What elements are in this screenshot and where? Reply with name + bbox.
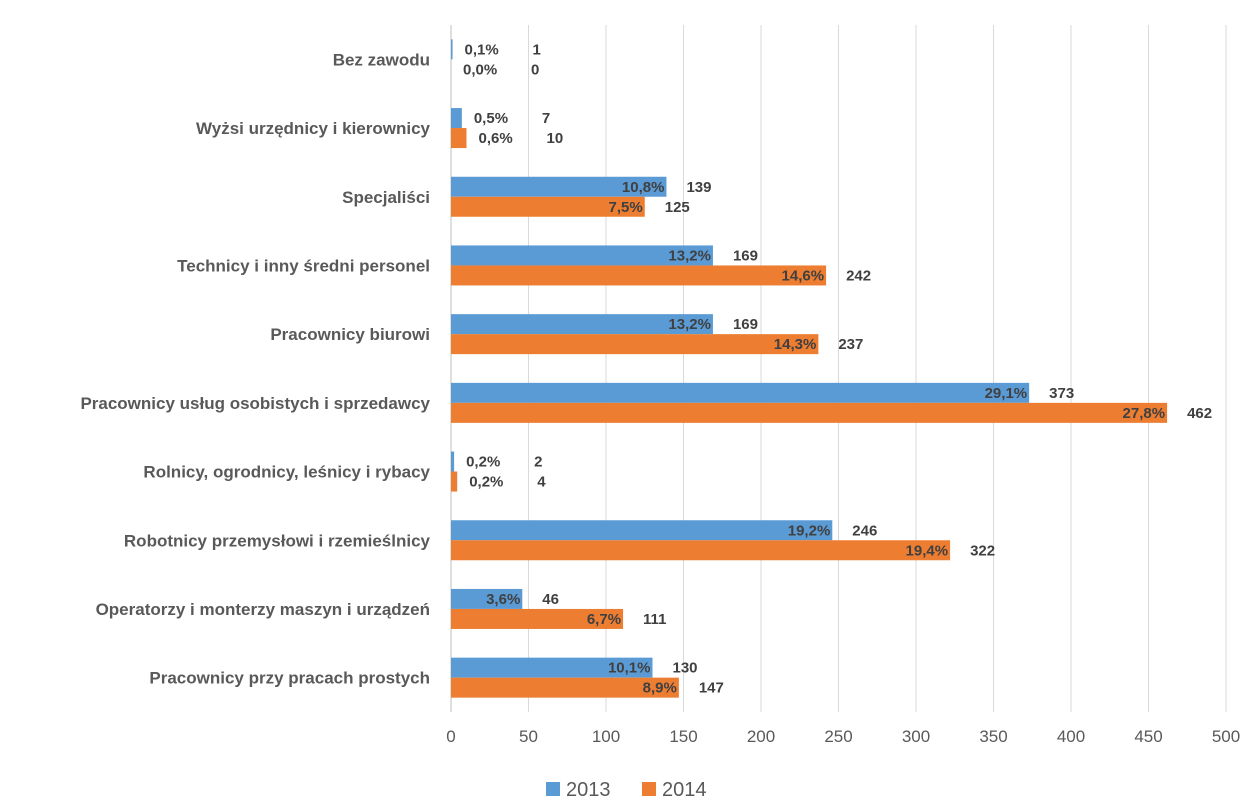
value-label: 1 bbox=[533, 41, 541, 58]
bar-2013 bbox=[451, 176, 667, 197]
value-label: 46 bbox=[542, 591, 559, 608]
percent-label: 13,2% bbox=[668, 247, 711, 264]
value-label: 7 bbox=[542, 110, 550, 127]
value-label: 2 bbox=[534, 454, 542, 471]
category-label: Pracownicy biurowi bbox=[270, 325, 430, 344]
percent-label: 14,3% bbox=[774, 336, 817, 353]
bar-2014 bbox=[451, 196, 645, 217]
x-tick-label: 50 bbox=[519, 727, 538, 746]
percent-label: 19,2% bbox=[788, 522, 831, 539]
percent-label: 3,6% bbox=[486, 591, 520, 608]
legend-swatch-2014 bbox=[642, 782, 656, 796]
value-label: 147 bbox=[699, 680, 724, 697]
percent-label: 0,6% bbox=[479, 130, 513, 147]
value-label: 322 bbox=[970, 542, 995, 559]
percent-label: 14,6% bbox=[782, 267, 825, 284]
x-tick-label: 400 bbox=[1057, 727, 1085, 746]
legend-label-2013: 2013 bbox=[566, 779, 611, 801]
x-tick-label: 100 bbox=[592, 727, 620, 746]
percent-label: 10,1% bbox=[608, 660, 651, 677]
legend-label-2014: 2014 bbox=[662, 779, 707, 801]
percent-label: 13,2% bbox=[668, 316, 711, 333]
value-label: 4 bbox=[537, 474, 546, 491]
bar-2014 bbox=[451, 677, 679, 698]
category-label: Robotnicy przemysłowi i rzemieślnicy bbox=[124, 531, 431, 550]
value-label: 169 bbox=[733, 247, 758, 264]
percent-label: 0,2% bbox=[469, 474, 503, 491]
value-label: 0 bbox=[531, 61, 539, 78]
percent-label: 0,1% bbox=[465, 41, 499, 58]
percent-label: 29,1% bbox=[985, 385, 1028, 402]
category-label: Rolnicy, ogrodnicy, leśnicy i rybacy bbox=[143, 463, 430, 482]
category-labels: Bez zawodu Wyżsi urzędnicy i kierownicy Sp… bbox=[80, 50, 430, 687]
bar-2014 bbox=[451, 608, 624, 629]
bar-2013 bbox=[451, 657, 653, 678]
percent-label: 0,2% bbox=[466, 454, 500, 471]
value-label: 246 bbox=[852, 522, 877, 539]
bar-2014 bbox=[451, 265, 827, 286]
category-label: Pracownicy przy pracach prostych bbox=[149, 669, 430, 688]
category-label: Pracownicy usług osobistych i sprzedawcy bbox=[80, 394, 430, 413]
bar-2013 bbox=[451, 588, 523, 609]
category-label: Bez zawodu bbox=[333, 50, 430, 69]
bar-2013 bbox=[451, 520, 833, 541]
percent-label: 10,8% bbox=[622, 179, 665, 196]
percent-label: 0,5% bbox=[474, 110, 508, 127]
legend-swatch-2013 bbox=[546, 782, 560, 796]
x-tick-label: 300 bbox=[902, 727, 930, 746]
percent-label: 19,4% bbox=[906, 542, 949, 559]
value-label: 237 bbox=[838, 336, 863, 353]
bar-2013 bbox=[451, 39, 453, 60]
x-tick-label: 450 bbox=[1134, 727, 1162, 746]
x-tick-label: 150 bbox=[669, 727, 697, 746]
bar-2014 bbox=[451, 471, 458, 492]
percent-label: 0,0% bbox=[463, 61, 497, 78]
value-label: 130 bbox=[673, 660, 698, 677]
value-label: 462 bbox=[1187, 405, 1212, 422]
bars bbox=[451, 39, 1168, 698]
percent-label: 8,9% bbox=[643, 680, 677, 697]
bar-2013 bbox=[451, 245, 713, 266]
value-label: 10 bbox=[547, 130, 564, 147]
x-tick-label: 200 bbox=[747, 727, 775, 746]
x-tick-label: 350 bbox=[979, 727, 1007, 746]
bar-2013 bbox=[451, 451, 455, 472]
percent-label: 27,8% bbox=[1123, 405, 1166, 422]
value-label: 169 bbox=[733, 316, 758, 333]
category-label: Wyżsi urzędnicy i kierownicy bbox=[196, 119, 431, 138]
bar-2014 bbox=[451, 128, 467, 149]
data-labels: 0,1% 1 0,0% 0 0,5% 7 0,6% 10 10,8% 139 7,5% 125 13,2… bbox=[463, 41, 1212, 696]
category-label: Operatorzy i monterzy maszyn i urządzeń bbox=[96, 600, 430, 619]
category-label: Specjaliści bbox=[342, 188, 430, 207]
bar-2014 bbox=[451, 334, 819, 355]
legend: 2013 2014 bbox=[546, 779, 707, 801]
bar-2014 bbox=[451, 540, 951, 561]
x-tick-label: 500 bbox=[1212, 727, 1240, 746]
value-label: 111 bbox=[643, 611, 666, 628]
value-label: 125 bbox=[665, 199, 690, 216]
x-tick-label: 0 bbox=[446, 727, 455, 746]
value-label: 373 bbox=[1049, 385, 1074, 402]
value-label: 139 bbox=[686, 179, 711, 196]
x-tick-labels: 0 50 100 150 200 250 300 350 400 450 500 bbox=[446, 727, 1240, 746]
bar-2013 bbox=[451, 382, 1030, 403]
x-tick-label: 250 bbox=[824, 727, 852, 746]
bar-2014 bbox=[451, 402, 1168, 423]
bar-2013 bbox=[451, 314, 713, 335]
percent-label: 7,5% bbox=[609, 199, 643, 216]
category-label: Technicy i inny średni personel bbox=[177, 256, 430, 275]
percent-label: 6,7% bbox=[587, 611, 621, 628]
bar-2013 bbox=[451, 108, 462, 129]
value-label: 242 bbox=[846, 267, 871, 284]
